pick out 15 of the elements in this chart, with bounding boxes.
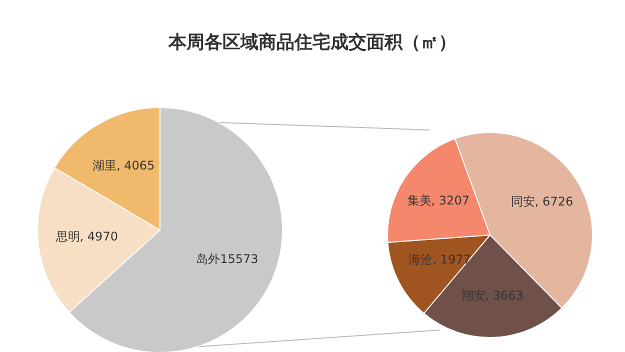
data-label: , 4970 bbox=[80, 230, 118, 244]
data-label: , 6726 bbox=[534, 194, 574, 208]
slice-label: 同安 bbox=[510, 194, 535, 208]
slice-label: 海沧 bbox=[408, 252, 433, 267]
data-label: , 3207 bbox=[431, 194, 470, 208]
slice-label: 湖里 bbox=[92, 158, 116, 172]
data-label: , 3663 bbox=[485, 288, 524, 303]
slice-label: 翔安 bbox=[461, 288, 486, 303]
slice-label: 岛外 bbox=[196, 252, 220, 266]
slice-label: 集美 bbox=[407, 194, 432, 208]
data-label: , 4065 bbox=[116, 158, 155, 172]
chart-title: 本周各区域商品住宅成交面积（㎡） bbox=[167, 31, 458, 54]
data-label: 15573 bbox=[220, 252, 258, 266]
slice-label: 思明 bbox=[54, 230, 80, 244]
data-label: , 1977 bbox=[432, 252, 471, 267]
